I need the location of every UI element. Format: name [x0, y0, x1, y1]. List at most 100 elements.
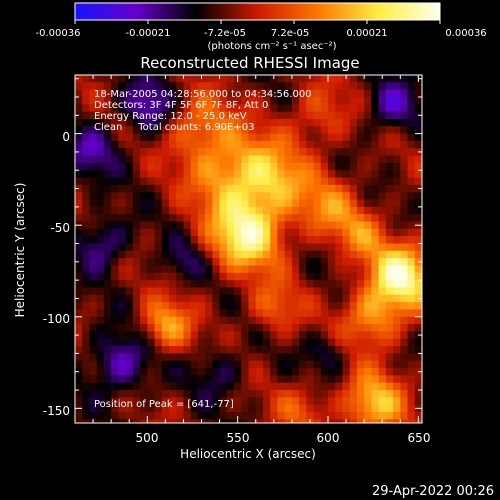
- heatmap-cell: [190, 111, 199, 120]
- heatmap-cell: [140, 309, 148, 318]
- heatmap-cell: [154, 111, 163, 120]
- heatmap-cell: [75, 353, 83, 362]
- heatmap-cell: [284, 316, 293, 325]
- heatmap-cell: [96, 368, 105, 376]
- heatmap-cell: [103, 382, 112, 391]
- heatmap-cell: [407, 338, 416, 347]
- heatmap-cell: [176, 89, 185, 98]
- heatmap-cell: [168, 206, 177, 215]
- heatmap-cell: [277, 162, 286, 171]
- heatmap-cell: [154, 280, 163, 289]
- heatmap-cell: [154, 316, 163, 325]
- heatmap-cell: [328, 412, 336, 420]
- heatmap-cell: [111, 412, 119, 420]
- heatmap-cell: [103, 316, 112, 325]
- heatmap-cell: [96, 155, 105, 164]
- heatmap-cell: [183, 82, 192, 91]
- heatmap-cell: [161, 316, 170, 325]
- heatmap-cell: [125, 331, 134, 340]
- heatmap-cell: [407, 148, 416, 157]
- heatmap-cell: [82, 162, 91, 171]
- heatmap-cell: [400, 75, 409, 83]
- heatmap-cell: [183, 309, 192, 318]
- heatmap-cell: [299, 265, 307, 274]
- heatmap-cell: [125, 199, 134, 208]
- heatmap-cell: [103, 104, 112, 113]
- heatmap-cell: [349, 272, 358, 281]
- heatmap-cell: [371, 412, 380, 420]
- heatmap-cell: [241, 170, 250, 179]
- heatmap-cell: [212, 199, 221, 208]
- heatmap-cell: [255, 375, 264, 384]
- heatmap-cell: [385, 126, 394, 135]
- heatmap-cell: [407, 294, 416, 303]
- heatmap-cell: [335, 148, 344, 157]
- heatmap-cell: [262, 360, 271, 369]
- heatmap-cell: [147, 250, 156, 259]
- heatmap-cell: [103, 331, 112, 340]
- heatmap-cell: [118, 192, 127, 201]
- colorbar-tick-label: -0.00021: [126, 28, 171, 39]
- heatmap-cell: [82, 140, 91, 149]
- heatmap-cell: [111, 280, 119, 289]
- heatmap-cell: [393, 140, 401, 149]
- heatmap-cell: [96, 221, 105, 230]
- heatmap-cell: [147, 118, 156, 127]
- heatmap-cell: [205, 331, 213, 340]
- heatmap-cell: [241, 250, 250, 259]
- heatmap-cell: [205, 214, 213, 223]
- heatmap-cell: [378, 162, 387, 171]
- heatmap-cell: [140, 133, 148, 142]
- heatmap-cell: [154, 390, 163, 398]
- heatmap-cell: [219, 214, 228, 223]
- heatmap-cell: [176, 140, 185, 149]
- heatmap-cell: [364, 338, 372, 347]
- heatmap-cell: [371, 302, 380, 311]
- heatmap-cell: [161, 353, 170, 362]
- heatmap-cell: [226, 324, 235, 333]
- heatmap-cell: [161, 265, 170, 274]
- heatmap-cell: [176, 324, 185, 333]
- heatmap-cell: [320, 346, 329, 354]
- heatmap-cell: [349, 331, 358, 340]
- heatmap-cell: [197, 368, 206, 376]
- heatmap-cell: [89, 214, 98, 223]
- heatmap-cell: [125, 294, 134, 303]
- heatmap-cell: [183, 206, 192, 215]
- heatmap-cell: [270, 89, 279, 98]
- heatmap-cell: [176, 192, 185, 201]
- heatmap-cell: [277, 316, 286, 325]
- heatmap-cell: [190, 265, 199, 274]
- heatmap-cell: [277, 331, 286, 340]
- heatmap-cell: [147, 287, 156, 296]
- heatmap-cell: [168, 162, 177, 171]
- heatmap-cell: [168, 375, 177, 384]
- heatmap-cell: [183, 126, 192, 135]
- heatmap-cell: [335, 338, 344, 347]
- heatmap-cell: [154, 287, 163, 296]
- heatmap-cell: [284, 404, 293, 413]
- heatmap-cell: [407, 199, 416, 208]
- heatmap-cell: [96, 243, 105, 252]
- heatmap-cell: [205, 243, 213, 252]
- heatmap-cell: [147, 206, 156, 215]
- heatmap-cell: [371, 397, 380, 406]
- heatmap-cell: [234, 368, 242, 376]
- heatmap-cell: [190, 133, 199, 142]
- heatmap-cell: [226, 221, 235, 230]
- heatmap-cell: [103, 250, 112, 259]
- heatmap-cell: [371, 258, 380, 267]
- heatmap-cell: [255, 199, 264, 208]
- heatmap-cell: [75, 390, 83, 398]
- heatmap-cell: [407, 243, 416, 252]
- heatmap-cell: [414, 309, 422, 318]
- heatmap-cell: [140, 375, 148, 384]
- heatmap-cell: [89, 96, 98, 105]
- heatmap-cell: [313, 140, 322, 149]
- heatmap-cell: [385, 412, 394, 420]
- heatmap-cell: [335, 280, 344, 289]
- heatmap-cell: [306, 82, 315, 91]
- heatmap-cell: [132, 404, 141, 413]
- heatmap-cell: [241, 360, 250, 369]
- heatmap-cell: [111, 192, 119, 201]
